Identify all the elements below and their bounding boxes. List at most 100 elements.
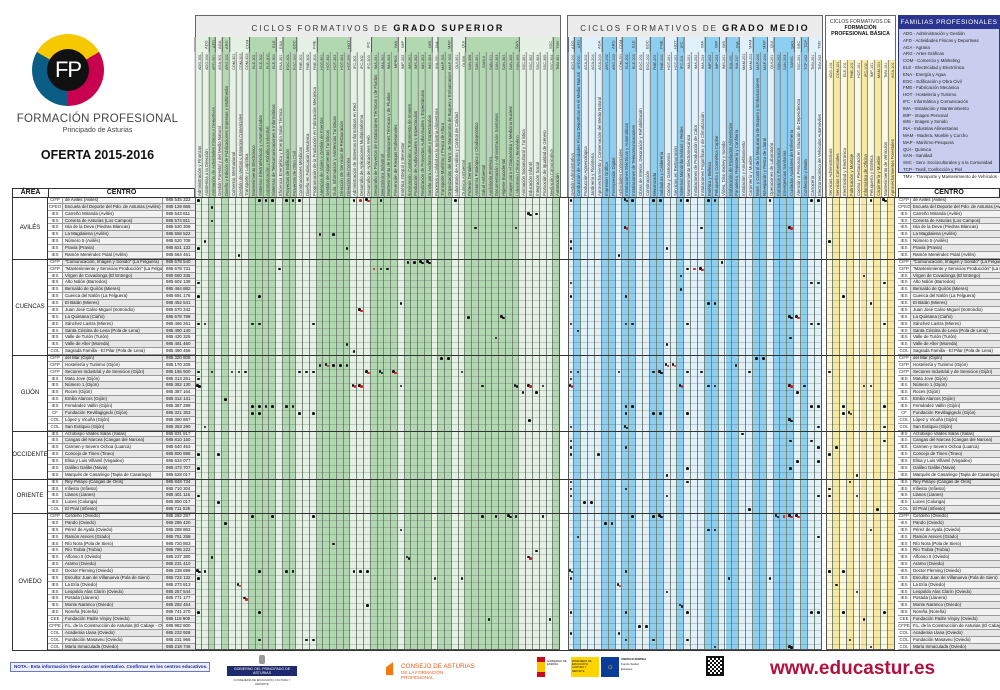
center-name[interactable]: Monte Naranco (Oviedo) (62, 602, 162, 610)
center-name[interactable]: Sánchez Lastra (Mieres) (62, 320, 162, 328)
cycle-name[interactable]: Proyectos de Edificación (282, 72, 290, 197)
center-name-right[interactable]: Fundación Revillagigedo (Gijón) (910, 409, 1000, 417)
center-name-right[interactable]: Roces (Gijón) (910, 389, 1000, 397)
center-name-right[interactable]: María Inmaculada (Oviedo) (910, 643, 1000, 651)
center-name-right[interactable]: El Prial (Infiesto) (910, 506, 1000, 513)
center-name[interactable]: Pérez de Ayala (Oviedo) (62, 526, 162, 534)
website-link[interactable]: www.educastur.es (770, 658, 936, 679)
cycle-name[interactable]: Operaciones de Laboratorio (766, 72, 774, 197)
cycle-name[interactable]: Mantenimiento de Instalaciones Térmicas … (384, 72, 392, 197)
center-name[interactable]: Doctor Fleming (Oviedo) (62, 567, 162, 575)
cycle-name[interactable]: Mant. y Control de la Maquinaria de Buqu… (752, 72, 760, 197)
center-name-right[interactable]: El Batán (Mieres) (910, 300, 1000, 307)
center-name[interactable]: Mata Jove (Gijón) (62, 375, 162, 383)
cycle-name[interactable]: Prevención de Riesgos Profesionales (391, 72, 398, 197)
center-name-right[interactable]: Ramón Menéndez Pidal (Avilés) (910, 251, 1000, 259)
center-name[interactable]: Santa Cristina de Lena (Pola de Lena) (62, 327, 162, 335)
center-name[interactable]: F.L. de la Construcción de Asturias (El … (62, 622, 162, 630)
cycle-name[interactable]: Mantenimiento Electrónico (249, 72, 256, 197)
cycle-name[interactable]: Eficiencia Energética y Energía Solar Té… (276, 72, 283, 197)
center-name[interactable]: Pando (Oviedo) (62, 519, 162, 527)
cycle-name[interactable]: Cocina y Restauración (853, 80, 861, 197)
center-name[interactable]: Río Trubia (Trubia) (62, 547, 162, 555)
cycle-name[interactable]: Imagen para el Diagnóstico y Medicina Nu… (505, 72, 513, 197)
center-name-right[interactable]: López y Vicuña (Gijón) (910, 416, 1000, 424)
center-name-right[interactable]: Concejo de Tineo (Tineo) (910, 451, 1000, 459)
center-name[interactable]: Elisa y Luis Villamil (Vegadeo) (62, 458, 162, 465)
cycle-name[interactable]: Salud Ambiental (478, 72, 486, 197)
center-name[interactable]: Río Nora (Pola de Siero) (62, 540, 162, 548)
center-name[interactable]: Virgen de Covadonga (El Entrego) (62, 272, 162, 280)
cycle-name[interactable]: Electricidad y Electrónica (839, 80, 847, 197)
cycle-name[interactable]: Preimpresión Digital (608, 72, 616, 197)
center-name-right[interactable]: Bernaldo de Quirós (Mieres) (910, 286, 1000, 294)
cycle-name[interactable]: Diseño y Edición de Publicaciones Impres… (222, 72, 229, 197)
center-name-right[interactable]: del Mar (Gijón) (910, 355, 1000, 362)
center-name-right[interactable]: Pando (Oviedo) (910, 519, 1000, 527)
center-name-right[interactable]: Número 1 (Gijón) (910, 382, 1000, 390)
center-name[interactable]: del Mar (Gijón) (62, 355, 162, 362)
center-name-right[interactable]: Carreño Miranda (Avilés) (910, 210, 1000, 218)
cycle-name[interactable]: Sistemas Electrotécnicos y Automatizados (255, 72, 263, 197)
cycle-name[interactable]: Administración y Finanzas (195, 72, 202, 197)
cycle-name[interactable]: Diseño en Fabricación Mecánica (303, 72, 310, 197)
center-name[interactable]: Valle de Aller (Moreda) (62, 341, 162, 349)
center-name[interactable]: Juan José Calvo Miguel (Sotrondio) (62, 306, 162, 314)
cycle-name[interactable]: Asistencia a la Dirección (201, 72, 209, 197)
center-name-right[interactable]: Galileo Galilei (Navia) (910, 464, 1000, 472)
center-name[interactable]: Carreño Miranda (Avilés) (62, 210, 162, 218)
cycle-name[interactable]: Laboratorio de Análisis y Control de Cal… (451, 72, 459, 197)
cycle-name[interactable]: Impresión Gráfica (601, 72, 609, 197)
cycle-name[interactable]: Electromecánica de Vehículos Automóviles (814, 72, 822, 197)
center-name[interactable]: Bernaldo de Quirós (Mieres) (62, 286, 162, 294)
cycle-name[interactable]: Programación de la Producción en Fabrica… (309, 72, 317, 197)
center-name[interactable]: López y Vicuña (Gijón) (62, 416, 162, 424)
center-name[interactable]: Alfonso II (Oviedo) (62, 554, 162, 562)
cycle-name[interactable]: Higiene Bucodental (499, 72, 506, 197)
center-name[interactable]: Concejo de Tineo (Tineo) (62, 451, 162, 459)
cycle-name[interactable]: Gestión Forestal y del Medio Natural (215, 72, 223, 197)
cycle-name[interactable]: Desarrollo de Aplicaciones Web (364, 72, 371, 197)
center-name[interactable]: La Quintana (Ciaño) (62, 313, 162, 321)
center-name[interactable]: Posada (Llanera) (62, 595, 162, 603)
center-name[interactable]: Alto Nalón (Barredos) (62, 279, 162, 287)
center-name-right[interactable]: Cuenca del Nalón (La Felguera) (910, 293, 1000, 301)
center-name-right[interactable]: Elisa y Luis Villamil (Vegadeo) (910, 458, 1000, 465)
cycle-name[interactable]: Construcción (643, 72, 650, 197)
center-name-right[interactable]: "Mantenimiento y Servicios Producción" (… (910, 265, 1000, 273)
cycle-name[interactable]: Desarrollo de Proyectos de Instalaciones… (370, 72, 378, 197)
center-name[interactable]: Leopoldo Alas Clarín (Oviedo) (62, 588, 162, 596)
cycle-name[interactable]: Instalaciones de Producción de Calor (691, 72, 699, 197)
center-name-right[interactable]: Pravia (Pravia) (910, 245, 1000, 252)
center-name-right[interactable]: Monte Naranco (Oviedo) (910, 602, 1000, 610)
center-name-right[interactable]: La Magdalena (Avilés) (910, 231, 1000, 239)
center-name[interactable]: Sectores Industrial y de Servicios (Gijó… (62, 368, 162, 376)
center-name[interactable]: Escuela del Deporte del Pdo. de Asturias… (62, 203, 162, 211)
center-name-right[interactable]: Alfonso II (Oviedo) (910, 554, 1000, 562)
center-name-right[interactable]: Virgen de Covadonga (El Entrego) (910, 272, 1000, 280)
cycle-name[interactable]: Carpintería y Mueble (746, 72, 753, 197)
cycle-name[interactable]: Promoción de Igualdad de Género (539, 72, 547, 197)
center-name[interactable]: El Batán (Mieres) (62, 300, 162, 307)
cycle-name[interactable]: Navegación y Pesca de Litoral (759, 72, 767, 197)
center-name-right[interactable]: Pérez de Ayala (Oviedo) (910, 526, 1000, 534)
center-name[interactable]: Número 5 (Avilés) (62, 238, 162, 246)
center-name[interactable]: "Mantenimiento y Servicios Producción" (… (62, 265, 162, 273)
center-name-right[interactable]: Marqués de Casariego (Tapia de Casariego… (910, 471, 1000, 479)
center-name-right[interactable]: Fernández Vallín (Gijón) (910, 403, 1000, 410)
center-name[interactable]: María Inmaculada (Oviedo) (62, 643, 162, 651)
cycle-name[interactable]: Soldadura y Calderería (656, 72, 664, 197)
cycle-name[interactable]: Realización de Proyectos Audiovisuales y… (418, 72, 425, 197)
center-name[interactable]: Aramo (Oviedo) (62, 561, 162, 568)
center-name[interactable]: Noreña (Noreña) (62, 609, 162, 617)
center-name-right[interactable]: Fundación Padre Vinjoy (Oviedo) (910, 616, 1000, 623)
center-name[interactable]: Pravia (Pravia) (62, 245, 162, 252)
center-name-right[interactable]: Llanes (Llanes) (910, 492, 1000, 500)
center-name-right[interactable]: Escultor Juan de Villanueva (Pola de Sie… (910, 574, 1000, 582)
center-name-right[interactable]: Carmen y Severo Ochoa (Luarca) (910, 444, 1000, 452)
center-name-right[interactable]: La Ería (Oviedo) (910, 581, 1000, 589)
cycle-name[interactable]: Mecanizado (649, 72, 657, 197)
center-name-right[interactable]: Cangas del Narcea (Cangas del Narcea) (910, 437, 1000, 445)
center-name[interactable]: Ramón Menéndez Pidal (Avilés) (62, 251, 162, 259)
center-name[interactable]: Cerdeño (Oviedo) (62, 513, 162, 520)
